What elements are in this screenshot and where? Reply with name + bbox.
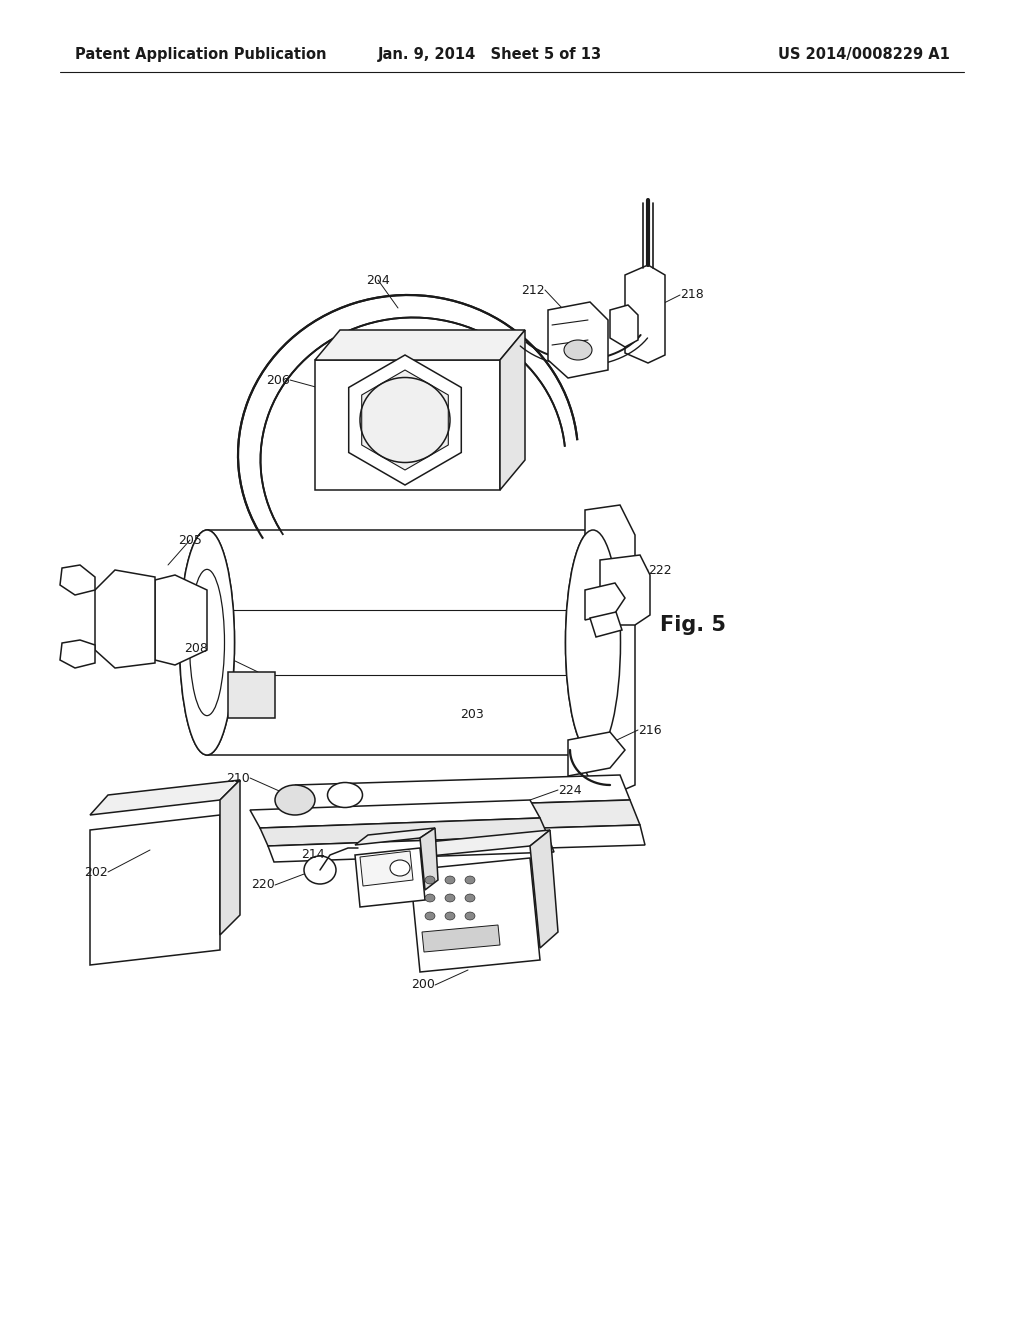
Polygon shape [90, 780, 240, 814]
Ellipse shape [445, 876, 455, 884]
Text: 216: 216 [638, 723, 662, 737]
Polygon shape [207, 531, 593, 755]
Text: 208: 208 [184, 642, 208, 655]
Polygon shape [355, 847, 425, 907]
Polygon shape [355, 828, 435, 845]
Text: 222: 222 [648, 564, 672, 577]
Polygon shape [600, 554, 650, 624]
Ellipse shape [425, 876, 435, 884]
Polygon shape [295, 775, 630, 810]
Ellipse shape [465, 912, 475, 920]
Polygon shape [315, 360, 500, 490]
Text: 200: 200 [411, 978, 435, 991]
Ellipse shape [445, 912, 455, 920]
Polygon shape [530, 830, 558, 948]
Polygon shape [361, 370, 449, 470]
Text: 218: 218 [680, 289, 703, 301]
Polygon shape [95, 570, 155, 668]
Polygon shape [585, 583, 625, 620]
Polygon shape [420, 828, 438, 890]
Ellipse shape [304, 855, 336, 884]
Text: 214: 214 [301, 849, 325, 862]
Polygon shape [349, 355, 461, 484]
Polygon shape [60, 640, 95, 668]
Text: 220: 220 [251, 879, 275, 891]
Ellipse shape [465, 894, 475, 902]
Polygon shape [625, 265, 665, 363]
Ellipse shape [425, 894, 435, 902]
Ellipse shape [179, 531, 234, 755]
Polygon shape [228, 672, 275, 718]
Ellipse shape [565, 531, 621, 755]
Polygon shape [250, 800, 540, 828]
Polygon shape [238, 296, 578, 535]
Text: 205: 205 [178, 533, 202, 546]
Polygon shape [90, 814, 220, 965]
Ellipse shape [189, 569, 224, 715]
Ellipse shape [564, 341, 592, 360]
Text: Patent Application Publication: Patent Application Publication [75, 48, 327, 62]
Polygon shape [60, 565, 95, 595]
Polygon shape [410, 830, 550, 858]
Polygon shape [305, 800, 640, 836]
Text: 203: 203 [460, 709, 484, 722]
Polygon shape [610, 305, 638, 347]
Polygon shape [155, 576, 207, 665]
Text: 202: 202 [84, 866, 108, 879]
Polygon shape [315, 825, 645, 855]
Polygon shape [220, 780, 240, 935]
Ellipse shape [179, 531, 234, 755]
Polygon shape [568, 733, 625, 776]
Ellipse shape [425, 912, 435, 920]
Polygon shape [422, 925, 500, 952]
Ellipse shape [565, 531, 621, 755]
Polygon shape [315, 330, 525, 360]
Text: 212: 212 [521, 284, 545, 297]
Ellipse shape [275, 785, 315, 814]
Text: US 2014/0008229 A1: US 2014/0008229 A1 [778, 48, 950, 62]
Ellipse shape [465, 876, 475, 884]
Text: Fig. 5: Fig. 5 [660, 615, 726, 635]
Polygon shape [500, 330, 525, 490]
Text: 206: 206 [266, 374, 290, 387]
Polygon shape [260, 818, 548, 846]
Text: Jan. 9, 2014   Sheet 5 of 13: Jan. 9, 2014 Sheet 5 of 13 [378, 48, 602, 62]
Text: 210: 210 [226, 771, 250, 784]
Text: 204: 204 [367, 273, 390, 286]
Polygon shape [585, 506, 635, 800]
Polygon shape [268, 836, 554, 862]
Polygon shape [590, 612, 622, 638]
Ellipse shape [390, 861, 410, 876]
Polygon shape [548, 302, 608, 378]
Polygon shape [360, 851, 413, 886]
Text: 224: 224 [558, 784, 582, 796]
Ellipse shape [328, 783, 362, 808]
Ellipse shape [445, 894, 455, 902]
Polygon shape [410, 858, 540, 972]
